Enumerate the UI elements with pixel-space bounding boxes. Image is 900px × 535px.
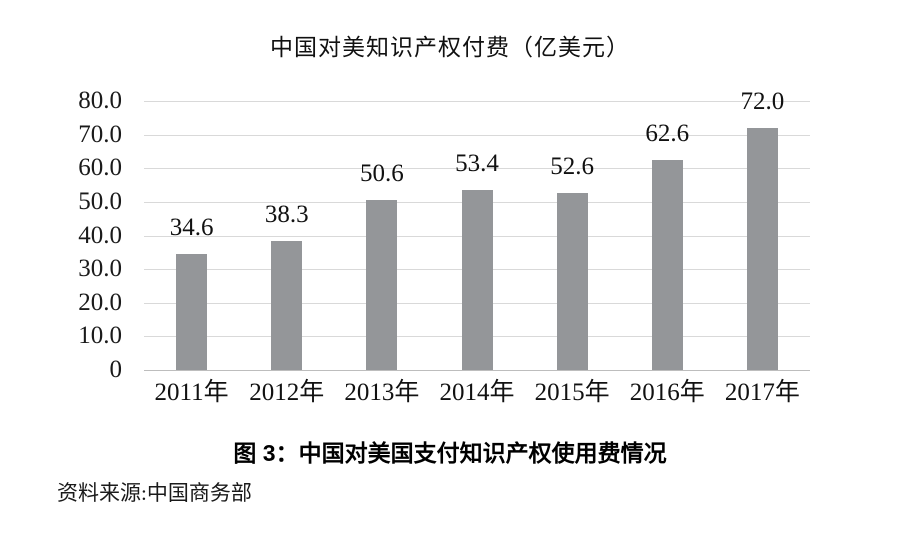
- y-tick-label: 70.0: [78, 120, 122, 148]
- bar-value-label: 53.4: [455, 150, 499, 178]
- y-tick-label: 60.0: [78, 154, 122, 182]
- x-tick-label: 2012年: [249, 379, 325, 406]
- y-tick-label: 10.0: [78, 322, 122, 350]
- x-tick-label: 2011年: [154, 379, 229, 406]
- y-tick-label: 20.0: [78, 288, 122, 316]
- y-tick-label: 80.0: [78, 87, 122, 114]
- gridline: [144, 134, 810, 136]
- bar-2017年: [746, 127, 778, 370]
- x-tick-label: 2015年: [534, 379, 610, 406]
- x-tick-label: 2017年: [724, 379, 800, 406]
- bar-2015年: [556, 193, 588, 370]
- x-axis-line: [144, 370, 810, 371]
- bar-2014年: [461, 190, 493, 370]
- x-tick-label: 2013年: [344, 379, 420, 406]
- bar-value-label: 34.6: [169, 213, 214, 241]
- bar-value-label: 38.3: [264, 201, 309, 229]
- x-tick-label: 2016年: [629, 379, 705, 406]
- bar-2013年: [366, 199, 398, 370]
- chart-title: 中国对美知识产权付费（亿美元）: [270, 35, 630, 60]
- y-tick-label: 50.0: [78, 187, 122, 215]
- bar-value-label: 50.6: [359, 159, 404, 187]
- figure-caption: 图 3：中国对美国支付知识产权使用费情况: [233, 440, 667, 466]
- bar-value-label: 52.6: [550, 153, 595, 181]
- x-tick-label: 2014年: [439, 379, 515, 406]
- plot-area: [144, 101, 810, 371]
- bar-value-label: 62.6: [645, 119, 690, 147]
- bar-2016年: [651, 159, 683, 370]
- bar-2012年: [271, 241, 303, 370]
- y-tick-label: 0: [109, 356, 123, 383]
- gridline: [144, 168, 810, 170]
- gridline: [144, 101, 810, 102]
- y-tick-label: 30.0: [78, 255, 122, 283]
- bar-value-label: 72.0: [740, 87, 785, 115]
- bar-2011年: [176, 253, 208, 370]
- y-tick-label: 40.0: [78, 221, 122, 249]
- data-source-note: 资料来源:中国商务部: [57, 481, 252, 505]
